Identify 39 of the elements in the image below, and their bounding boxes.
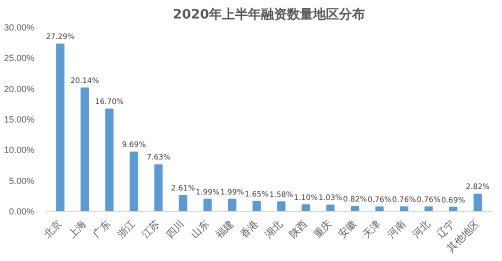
x-tick-label: 香港 — [238, 218, 261, 241]
bar — [400, 206, 408, 212]
x-tick-label: 上海 — [66, 218, 89, 241]
x-tick-label: 河北 — [410, 218, 433, 241]
bar — [302, 204, 310, 212]
bar — [326, 204, 335, 212]
y-tick-label: 15.00% — [4, 114, 35, 124]
x-tick-label: 重庆 — [312, 218, 334, 241]
bar — [277, 201, 286, 212]
bar — [424, 206, 433, 212]
bar — [56, 44, 64, 212]
y-tick-label: 10.00% — [4, 145, 35, 156]
bar — [178, 194, 188, 212]
x-tick-label: 福建 — [213, 218, 236, 241]
bar — [474, 194, 482, 212]
bar — [105, 108, 114, 212]
y-tick-label: 5.00% — [8, 176, 35, 186]
bar — [154, 164, 163, 212]
y-tick-label: 0.00% — [8, 206, 35, 216]
x-tick-label: 湖北 — [262, 218, 286, 241]
y-tick-label: 25.00% — [4, 53, 35, 64]
bar — [203, 198, 212, 212]
x-tick-label: 北京 — [41, 218, 64, 241]
x-tick-label: 山东 — [188, 218, 212, 241]
x-tick-label: 广东 — [90, 218, 114, 241]
x-tick-label: 河南 — [385, 218, 408, 241]
x-tick-label: 浙江 — [115, 218, 138, 241]
bar — [130, 152, 138, 212]
x-tick-label: 天津 — [360, 218, 384, 241]
chart-title: 2020年上半年融资数量地区分布 — [172, 8, 366, 22]
x-tick-label: 江苏 — [140, 218, 162, 241]
bar — [252, 200, 261, 212]
bar — [228, 198, 236, 212]
x-tick-label: 四川 — [164, 218, 187, 241]
x-tick-label: 陕西 — [287, 218, 310, 241]
y-tick-label: 30.00% — [4, 22, 35, 32]
x-tick-label: 安徽 — [336, 218, 359, 241]
bar — [80, 87, 89, 212]
y-tick-label: 20.00% — [4, 84, 35, 94]
